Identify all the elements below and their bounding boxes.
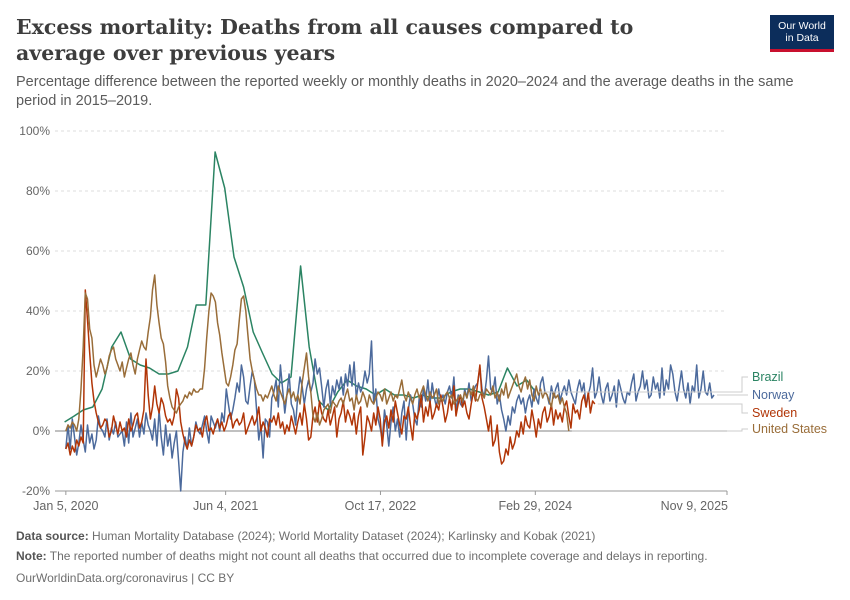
owid-logo[interactable]: Our World in Data <box>770 15 834 52</box>
logo-line-1: Our World <box>778 20 826 32</box>
x-tick-label: Oct 17, 2022 <box>345 499 417 513</box>
x-tick-label: Jun 4, 2021 <box>193 499 258 513</box>
chart-subtitle: Percentage difference between the report… <box>16 74 794 109</box>
grid-lines <box>55 130 727 492</box>
series-line-norway <box>65 340 715 492</box>
legend-connector-united-states <box>571 428 748 432</box>
legend-label-norway: Norway <box>752 388 795 402</box>
data-source-text: Human Mortality Database (2024); World M… <box>92 529 596 543</box>
series-lines <box>64 151 715 492</box>
y-tick-label: -20% <box>22 484 50 498</box>
series-line-sweden <box>65 289 596 465</box>
legend-label-united-states: United States <box>752 422 827 436</box>
series-line-united-states <box>65 274 570 432</box>
legend: Brazil Norway Sweden United States <box>538 370 827 436</box>
y-tick-label: 0% <box>33 424 51 438</box>
y-axis: -20% 0% 20% 40% 60% 80% 100% <box>19 124 50 498</box>
y-tick-label: 80% <box>26 184 50 198</box>
legend-connector-sweden <box>597 403 748 414</box>
data-source-label: Data source: <box>16 529 89 543</box>
y-tick-label: 20% <box>26 364 50 378</box>
legend-label-brazil: Brazil <box>752 370 783 384</box>
y-tick-label: 100% <box>19 124 50 138</box>
credit-link[interactable]: OurWorldinData.org/coronavirus | CC BY <box>16 571 235 585</box>
note-label: Note: <box>16 549 47 563</box>
x-tick-label: Jan 5, 2020 <box>33 499 98 513</box>
x-tick-label: Nov 9, 2025 <box>661 499 728 513</box>
x-axis: Jan 5, 2020 Jun 4, 2021 Oct 17, 2022 Feb 29… <box>33 490 728 513</box>
legend-label-sweden: Sweden <box>752 406 797 420</box>
note-text: The reported number of deaths might not … <box>49 549 708 563</box>
x-tick-label: Feb 29, 2024 <box>498 499 572 513</box>
y-tick-label: 60% <box>26 244 50 258</box>
series-line-brazil <box>64 151 537 423</box>
y-tick-label: 40% <box>26 304 50 318</box>
legend-connector-brazil <box>538 376 748 393</box>
logo-line-2: in Data <box>785 32 819 44</box>
line-chart: -20% 0% 20% 40% 60% 80% 100% Jan 5, 2020 Jun 4,… <box>19 124 827 513</box>
note: Note: The reported number of deaths migh… <box>16 549 836 564</box>
chart-title: Excess mortality: Deaths from all causes… <box>16 15 634 65</box>
data-source: Data source: Human Mortality Database (2… <box>16 529 836 544</box>
